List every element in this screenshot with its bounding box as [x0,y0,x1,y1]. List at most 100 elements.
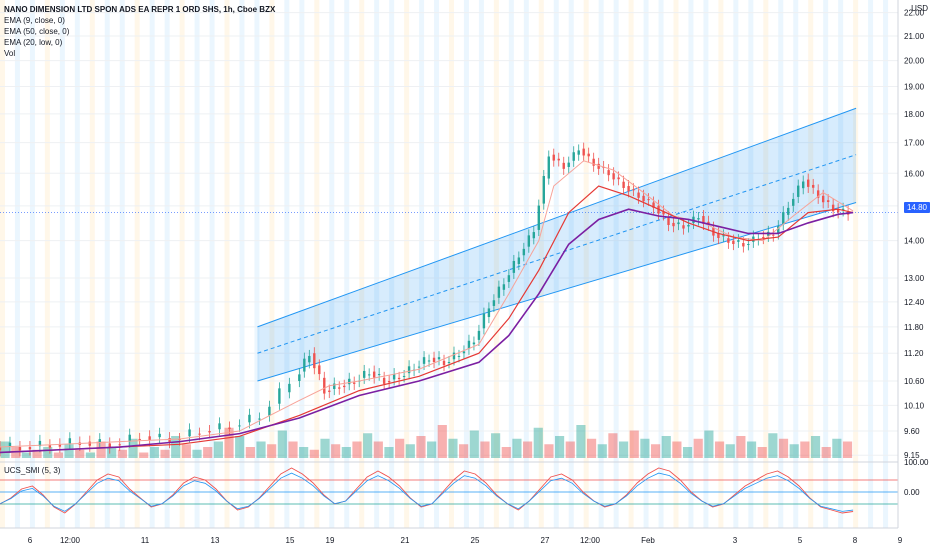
candle-body [472,342,476,345]
time-tick-label: 9 [898,536,903,545]
session-stripe [29,0,35,528]
volume-bar [810,436,821,458]
volume-bar [789,444,799,458]
session-stripe [478,0,484,528]
session-stripe [568,0,574,528]
time-axis[interactable]: 6 12:00 11 13 15 19 21 25 27 12:00 Feb 3 5 8 9 [0,527,903,545]
candle-body [148,436,151,441]
candle-body [642,195,645,202]
session-stripe [299,0,305,528]
candle-body [353,382,356,384]
volume-bar [501,447,511,458]
session-stripe [134,0,140,528]
price-axis[interactable]: 22.0021.0020.0019.0018.0017.0016.0015.00… [897,0,929,528]
price-tick-label: 17.00 [904,139,925,148]
volume-bar [448,438,458,458]
session-stripe [164,0,170,528]
volume-bar [128,438,138,458]
candle-body [532,232,536,239]
session-stripe [239,0,245,528]
volume-bar [618,441,629,458]
indicator-vol[interactable]: Vol [4,49,16,58]
session-stripe [628,0,634,528]
candle-body [607,170,610,176]
candle-body [367,374,371,376]
oscillator-legend[interactable]: UCS_SMI (5, 3) [4,466,61,475]
candle-body [452,352,456,360]
time-tick-label: 12:00 [60,536,81,545]
candle-body [687,225,690,227]
candle-body [328,390,331,392]
volume-bar [725,444,735,458]
candle-body [816,190,820,198]
candle-body [18,447,22,451]
volume-bar [256,441,266,458]
session-stripe [359,0,365,528]
candle-body [258,418,261,420]
volume-bar [533,427,543,458]
candle-body [323,377,326,394]
indicator-ema50[interactable]: EMA (50, close, 0) [4,27,70,36]
time-tick-label: 15 [286,536,295,545]
time-tick-label: 25 [471,536,480,545]
session-stripe [583,0,589,528]
currency-label[interactable]: USD [911,4,928,13]
indicator-ema9[interactable]: EMA (9, close, 0) [4,16,65,25]
volume-bar [587,438,597,458]
candle-body [318,365,321,375]
volume-bar [213,441,223,458]
volume-bar [235,436,245,458]
symbol-title[interactable]: NANO DIMENSION LTD SPON ADS EA REPR 1 OR… [4,5,276,14]
candle-body [303,358,306,372]
volume-bar [608,433,618,458]
candle-body [208,431,211,433]
volume-bar [597,444,607,458]
candle-body [597,163,600,169]
volume-bar [469,430,479,458]
candle-body [512,260,516,273]
candle-body [38,440,42,447]
candle-body [807,179,810,187]
candle-body [138,438,141,440]
session-stripe [254,0,260,528]
candle-body [742,243,745,247]
candle-body [836,209,840,213]
time-tick-label: 3 [733,536,738,545]
candle-body [722,235,725,237]
candle-body [787,207,790,215]
candle-body [248,414,251,423]
volume-bar [160,449,170,458]
session-stripe [613,0,619,528]
session-stripe [853,0,859,528]
session-stripe [14,0,20,528]
volume-bar [288,441,298,458]
session-stripe [89,0,95,528]
volume-bar [267,444,277,458]
session-stripe [224,0,230,528]
volume-bar [405,444,415,458]
volume-bar [491,433,501,458]
time-tick-label: 11 [141,536,150,545]
session-stripe [59,0,65,528]
osc-tick-label: 0.00 [904,488,920,497]
session-stripe [838,0,844,528]
session-stripe [883,0,889,528]
volume-bar [363,433,373,458]
volume-bar [384,447,394,458]
parallel-channel[interactable] [257,107,857,382]
volume-bar [181,444,191,458]
session-stripe [718,0,724,528]
session-stripe [598,0,604,528]
candle-body [567,162,570,167]
ema20-low-line [0,185,854,454]
candle-body [772,234,775,236]
candle-body [442,360,446,366]
candle-body [108,443,111,448]
chart-legend: NANO DIMENSION LTD SPON ADS EA REPR 1 OR… [4,4,275,59]
volume-bar [693,438,703,458]
volume-bar [331,444,341,458]
volume-bar [85,452,95,458]
indicator-ema20[interactable]: EMA (20, low, 0) [4,38,63,47]
session-stripe [823,0,829,528]
